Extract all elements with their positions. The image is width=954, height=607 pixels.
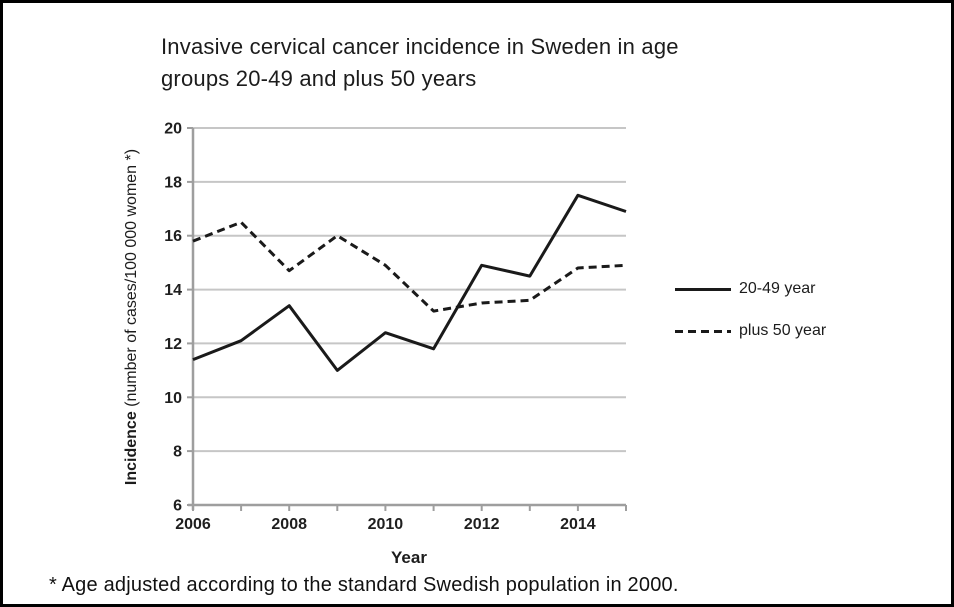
legend-label-plus-50: plus 50 year xyxy=(739,322,827,339)
svg-text:12: 12 xyxy=(164,336,182,353)
svg-text:2008: 2008 xyxy=(271,516,307,533)
legend-label-20-49: 20-49 year xyxy=(739,280,816,297)
footnote: * Age adjusted according to the standard… xyxy=(49,574,679,596)
x-axis-title: Year xyxy=(391,548,427,567)
y-axis-title: Incidence (number of cases/100 000 women… xyxy=(123,149,141,485)
svg-text:2006: 2006 xyxy=(175,516,211,533)
svg-text:2010: 2010 xyxy=(368,516,404,533)
svg-text:14: 14 xyxy=(164,282,182,299)
solid-line-sample xyxy=(675,287,731,291)
y-axis-title-rest: (number of cases/100 000 women *) xyxy=(123,148,140,412)
chart-title-line1: Invasive cervical cancer incidence in Sw… xyxy=(161,34,679,59)
dashed-line-sample xyxy=(675,329,731,333)
chart-title-line2: groups 20-49 and plus 50 years xyxy=(161,66,477,91)
svg-text:16: 16 xyxy=(164,228,182,245)
svg-text:18: 18 xyxy=(164,174,182,191)
legend: 20-49 year plus 50 year xyxy=(675,279,826,341)
svg-text:20: 20 xyxy=(164,121,182,138)
svg-text:2014: 2014 xyxy=(560,516,596,533)
svg-text:6: 6 xyxy=(173,498,182,515)
y-axis-title-bold: Incidence xyxy=(123,411,140,486)
legend-item-20-49: 20-49 year xyxy=(675,279,826,299)
svg-text:8: 8 xyxy=(173,444,182,461)
legend-item-plus-50: plus 50 year xyxy=(675,321,826,341)
chart-title: Invasive cervical cancer incidence in Sw… xyxy=(161,31,679,95)
line-chart: 6 8 10 12 14 16 18 20 2006 2008 2010 2012 2014 xyxy=(164,121,627,533)
svg-text:10: 10 xyxy=(164,390,182,407)
svg-text:2012: 2012 xyxy=(464,516,500,533)
